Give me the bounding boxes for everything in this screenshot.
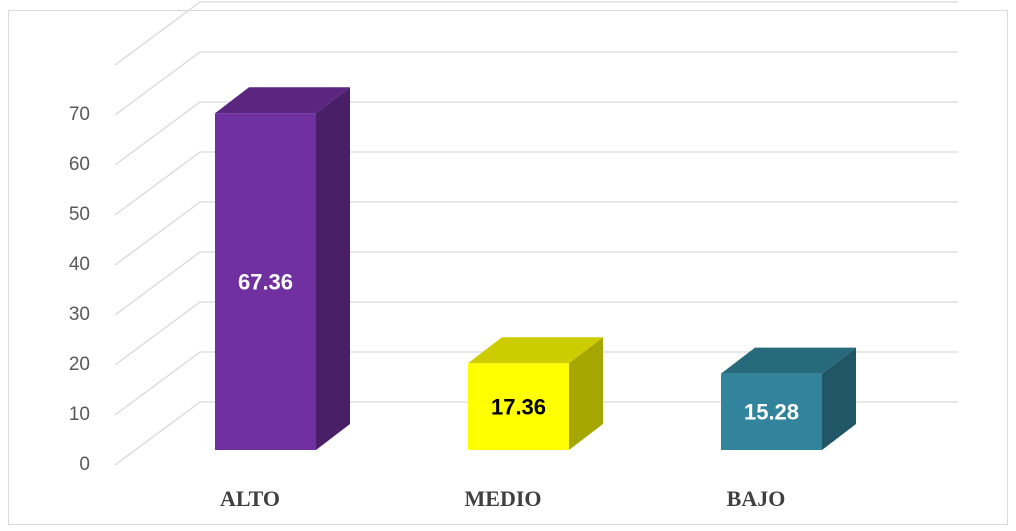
bar xyxy=(215,113,316,450)
x-tick-label: ALTO xyxy=(220,486,280,511)
grid-line xyxy=(114,101,958,166)
y-tick-label: 10 xyxy=(69,404,90,425)
y-tick-label: 60 xyxy=(69,154,90,175)
bar-side xyxy=(569,337,603,450)
y-tick-label: 30 xyxy=(69,304,90,325)
bar xyxy=(468,363,569,450)
bar-side xyxy=(822,347,856,450)
bar-top xyxy=(468,337,603,364)
grid-line xyxy=(114,351,958,416)
data-label: 17.36 xyxy=(491,394,546,419)
grid-line xyxy=(114,301,958,366)
grid-line xyxy=(114,51,958,116)
x-tick-label: BAJO xyxy=(727,486,786,511)
grid-line xyxy=(114,401,958,466)
grid-line xyxy=(114,201,958,266)
y-tick-label: 50 xyxy=(69,204,90,225)
grid-line xyxy=(114,151,958,216)
grid-line xyxy=(114,251,958,316)
data-label: 15.28 xyxy=(744,400,799,425)
bar-side xyxy=(316,87,350,450)
bar-top xyxy=(721,347,856,374)
bar-top xyxy=(215,87,350,114)
y-tick-label: 70 xyxy=(69,104,90,125)
x-tick-label: MEDIO xyxy=(465,486,542,511)
y-tick-label: 0 xyxy=(79,454,90,475)
data-label: 67.36 xyxy=(238,269,293,294)
bar xyxy=(721,373,822,450)
y-tick-label: 40 xyxy=(69,254,90,275)
grid-line xyxy=(114,1,958,66)
y-tick-label: 20 xyxy=(69,354,90,375)
